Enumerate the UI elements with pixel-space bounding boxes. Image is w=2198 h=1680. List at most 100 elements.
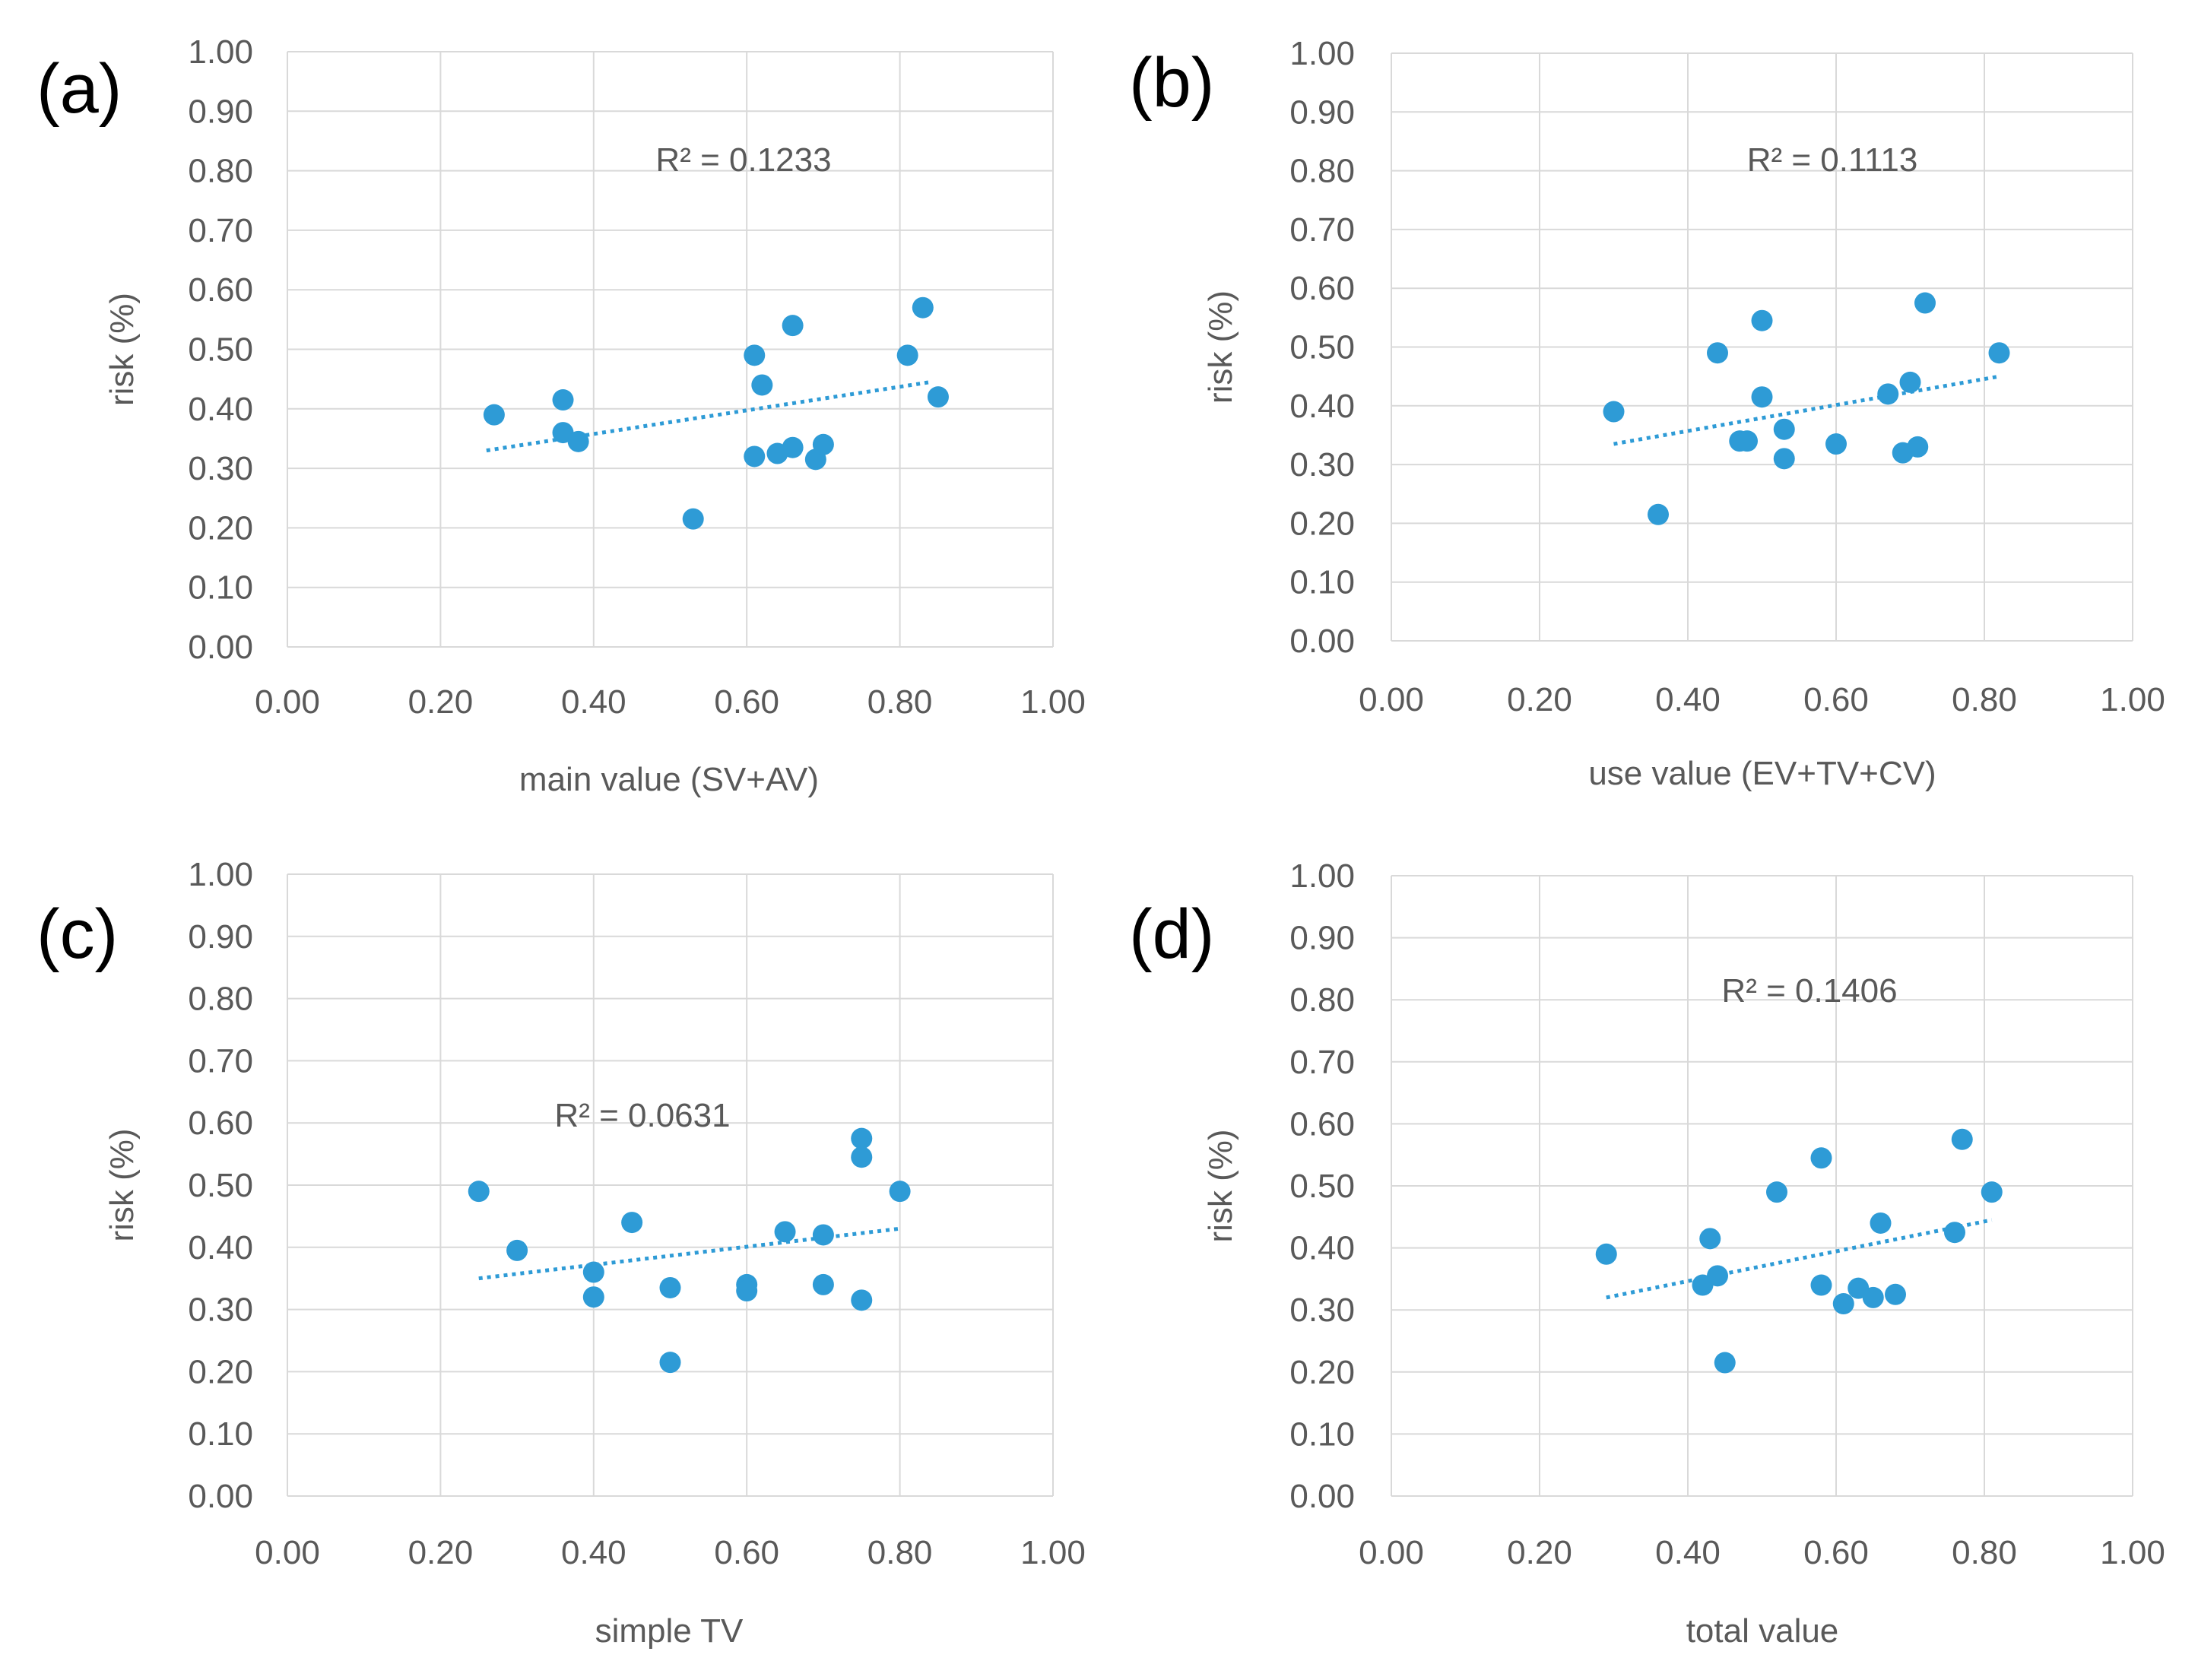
x-tick-label: 0.80 bbox=[867, 683, 933, 721]
y-tick-label: 0.30 bbox=[1289, 1292, 1355, 1329]
x-tick-label: 0.00 bbox=[255, 683, 320, 721]
data-point bbox=[1877, 383, 1899, 405]
r-squared-label: R² = 0.1233 bbox=[655, 141, 831, 179]
panel-label: (a) bbox=[36, 50, 122, 128]
data-point bbox=[1981, 1181, 2003, 1203]
data-point bbox=[483, 404, 505, 426]
data-point bbox=[1988, 342, 2010, 364]
y-tick-label: 0.20 bbox=[188, 1353, 253, 1390]
scatter-panel-2: 0.00 0.10 0.20 0.30 0.40 0.50 0.60 0.70 0.80 0.90… bbox=[1129, 35, 2165, 792]
x-tick-label: 1.00 bbox=[2100, 681, 2165, 718]
scatter-panel-1: 0.00 0.10 0.20 0.30 0.40 0.50 0.60 0.70 0.80 0.90… bbox=[36, 33, 1086, 798]
x-tick-label: 0.60 bbox=[714, 683, 779, 721]
data-point bbox=[1810, 1274, 1832, 1296]
x-tick-label: 1.00 bbox=[1020, 683, 1086, 721]
x-tick-label: 0.00 bbox=[255, 1534, 320, 1571]
data-point bbox=[1862, 1286, 1884, 1308]
data-point bbox=[1951, 1128, 1973, 1150]
y-tick-label: 0.50 bbox=[1289, 1168, 1355, 1205]
y-tick-label: 1.00 bbox=[188, 33, 253, 71]
y-tick-label: 0.00 bbox=[1289, 623, 1355, 660]
data-point bbox=[782, 315, 804, 337]
data-point bbox=[659, 1352, 681, 1374]
data-point bbox=[621, 1212, 643, 1234]
x-tick-label: 0.80 bbox=[1952, 1534, 2017, 1571]
data-point bbox=[851, 1127, 873, 1149]
x-tick-label: 1.00 bbox=[2100, 1534, 2165, 1571]
y-tick-label: 0.90 bbox=[1289, 920, 1355, 957]
scatter-panel-4: 0.00 0.10 0.20 0.30 0.40 0.50 0.60 0.70 0.80 0.90… bbox=[1129, 857, 2165, 1650]
panel-label: (d) bbox=[1129, 895, 1214, 973]
trendline bbox=[478, 1226, 900, 1281]
x-tick-label: 0.00 bbox=[1359, 681, 1424, 718]
data-point bbox=[1699, 1228, 1721, 1250]
data-point bbox=[889, 1181, 911, 1203]
data-point bbox=[1751, 386, 1773, 408]
data-point bbox=[774, 1221, 796, 1243]
data-point bbox=[1707, 1265, 1728, 1287]
x-tick-label: 0.60 bbox=[1803, 1534, 1869, 1571]
r-squared-label: R² = 0.0631 bbox=[554, 1097, 730, 1134]
y-tick-label: 0.70 bbox=[1289, 211, 1355, 249]
data-point bbox=[736, 1280, 758, 1302]
data-point bbox=[682, 508, 704, 530]
data-point bbox=[1810, 1147, 1832, 1169]
data-point bbox=[1707, 342, 1728, 364]
data-point bbox=[1751, 309, 1773, 331]
x-tick-label: 0.20 bbox=[408, 683, 474, 721]
y-tick-label: 0.10 bbox=[188, 1415, 253, 1453]
data-point bbox=[896, 344, 918, 366]
data-point bbox=[1832, 1293, 1854, 1315]
data-point bbox=[744, 445, 766, 468]
data-point bbox=[659, 1276, 681, 1298]
x-tick-label: 0.20 bbox=[1507, 681, 1572, 718]
x-axis-title: simple TV bbox=[595, 1612, 744, 1650]
y-tick-label: 0.90 bbox=[1289, 94, 1355, 131]
data-point bbox=[744, 344, 766, 366]
y-tick-label: 0.60 bbox=[1289, 270, 1355, 307]
y-tick-label: 0.20 bbox=[1289, 505, 1355, 542]
x-tick-label: 0.20 bbox=[1507, 1534, 1572, 1571]
y-tick-label: 0.30 bbox=[188, 450, 253, 487]
y-tick-label: 0.40 bbox=[188, 391, 253, 428]
y-tick-label: 0.00 bbox=[188, 629, 253, 666]
y-tick-label: 0.30 bbox=[1289, 446, 1355, 483]
panel-label: (c) bbox=[36, 895, 118, 973]
x-tick-label: 0.80 bbox=[867, 1534, 933, 1571]
data-point bbox=[782, 436, 804, 458]
y-axis-title: risk (%) bbox=[1202, 1129, 1239, 1242]
y-axis-title: risk (%) bbox=[103, 1128, 141, 1241]
data-point bbox=[1773, 418, 1795, 440]
y-tick-label: 0.70 bbox=[1289, 1044, 1355, 1081]
x-tick-label: 0.00 bbox=[1359, 1534, 1424, 1571]
y-tick-label: 0.70 bbox=[188, 1042, 253, 1079]
data-point bbox=[812, 433, 834, 455]
y-tick-label: 0.50 bbox=[188, 331, 253, 369]
y-tick-label: 0.10 bbox=[1289, 564, 1355, 601]
data-point bbox=[1899, 371, 1921, 393]
x-tick-label: 0.40 bbox=[561, 1534, 626, 1571]
x-tick-label: 0.40 bbox=[561, 683, 626, 721]
data-point bbox=[1885, 1283, 1906, 1305]
y-tick-label: 0.40 bbox=[1289, 388, 1355, 425]
data-point bbox=[1737, 430, 1758, 452]
data-point bbox=[1773, 448, 1795, 470]
x-axis-title: total value bbox=[1686, 1612, 1839, 1650]
y-tick-label: 0.20 bbox=[188, 509, 253, 547]
x-tick-label: 0.40 bbox=[1655, 681, 1721, 718]
y-tick-label: 1.00 bbox=[188, 856, 253, 893]
y-tick-label: 0.90 bbox=[188, 93, 253, 130]
y-tick-label: 0.80 bbox=[188, 153, 253, 190]
y-axis-title: risk (%) bbox=[103, 293, 141, 406]
x-tick-label: 0.20 bbox=[408, 1534, 474, 1571]
y-tick-label: 0.50 bbox=[188, 1167, 253, 1204]
r-squared-label: R² = 0.1113 bbox=[1747, 141, 1918, 179]
panel-label: (b) bbox=[1129, 44, 1214, 122]
data-point bbox=[927, 386, 949, 408]
y-tick-label: 0.20 bbox=[1289, 1354, 1355, 1391]
data-point bbox=[851, 1146, 873, 1168]
y-tick-label: 0.10 bbox=[188, 569, 253, 607]
data-point bbox=[506, 1239, 528, 1261]
data-point bbox=[1944, 1222, 1965, 1244]
